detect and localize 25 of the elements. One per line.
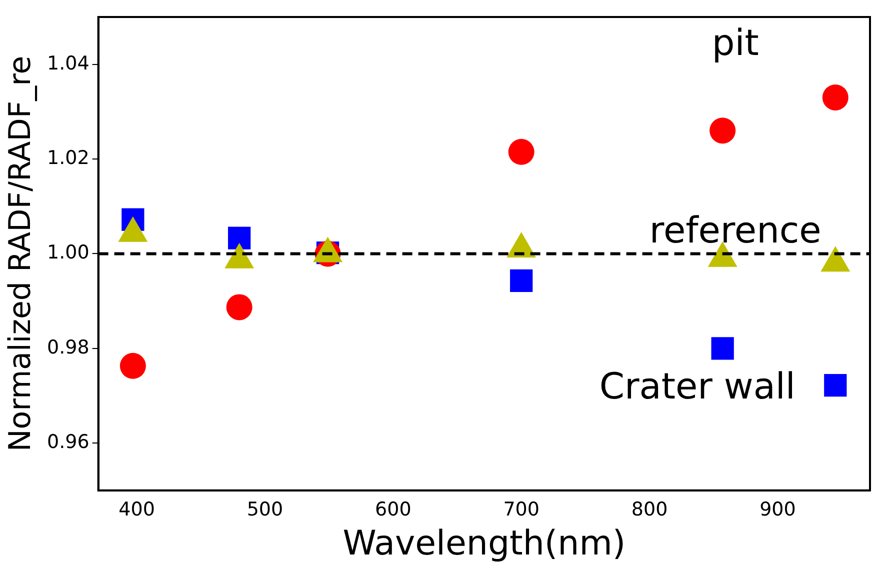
point — [710, 118, 736, 144]
series-label: Crater wall — [599, 366, 796, 408]
point — [510, 269, 533, 292]
x-tick-label: 800 — [631, 498, 668, 521]
x-axis-title: Wavelength(nm) — [342, 523, 626, 564]
x-tick-label: 500 — [246, 498, 284, 521]
x-tick-label: 400 — [118, 498, 155, 521]
x-tick-label: 900 — [760, 498, 796, 521]
y-tick-label: 0.98 — [46, 336, 90, 358]
series-label: reference — [649, 210, 822, 252]
point — [508, 138, 534, 165]
x-tick-label: 600 — [375, 498, 412, 521]
y-tick-label: 1.00 — [46, 242, 90, 264]
y-tick-label: 0.96 — [46, 430, 90, 453]
y-tick-label: 1.04 — [46, 52, 90, 74]
point — [120, 352, 146, 379]
series-label: pit — [712, 22, 759, 64]
point — [711, 337, 734, 360]
y-axis-title: Normalized RADF/RADF_re — [2, 56, 38, 452]
point — [822, 84, 848, 110]
point — [228, 226, 251, 250]
point — [824, 374, 847, 397]
point — [226, 294, 252, 320]
x-tick-label: 700 — [503, 498, 540, 521]
y-tick-label: 1.02 — [46, 146, 90, 169]
